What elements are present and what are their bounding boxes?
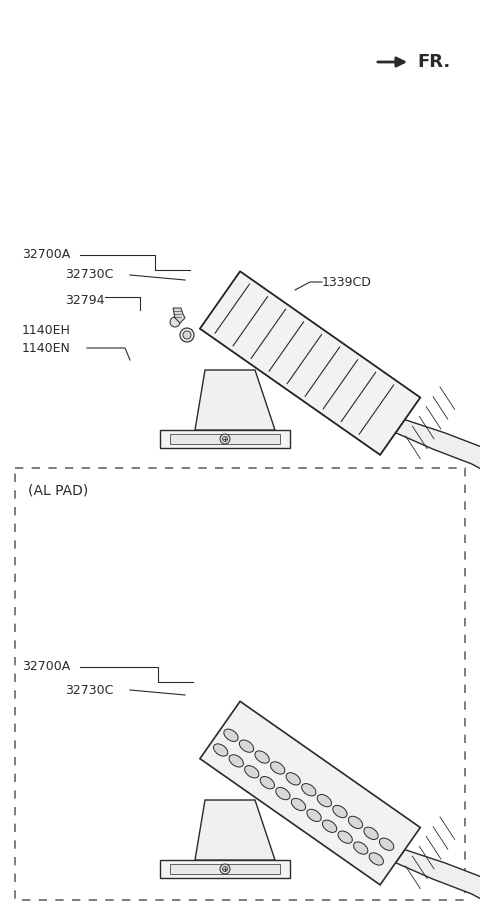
Ellipse shape xyxy=(307,809,321,822)
Ellipse shape xyxy=(224,729,238,741)
Text: 32700A: 32700A xyxy=(22,249,70,261)
Circle shape xyxy=(183,331,191,339)
Polygon shape xyxy=(195,370,275,430)
Ellipse shape xyxy=(333,805,347,818)
Polygon shape xyxy=(160,430,290,448)
Circle shape xyxy=(180,328,194,342)
Polygon shape xyxy=(200,701,420,885)
Bar xyxy=(15,468,465,900)
Text: 1140EN: 1140EN xyxy=(22,342,71,355)
Circle shape xyxy=(220,434,230,444)
Ellipse shape xyxy=(323,820,337,833)
Ellipse shape xyxy=(271,761,285,774)
Circle shape xyxy=(220,864,230,874)
Ellipse shape xyxy=(229,755,243,767)
Text: 1140EH: 1140EH xyxy=(22,324,71,336)
Polygon shape xyxy=(195,800,275,860)
Ellipse shape xyxy=(338,831,352,844)
Ellipse shape xyxy=(380,838,394,850)
Polygon shape xyxy=(396,850,480,913)
Ellipse shape xyxy=(276,788,290,800)
Ellipse shape xyxy=(240,740,254,752)
Ellipse shape xyxy=(364,827,378,839)
Text: 32700A: 32700A xyxy=(22,661,70,674)
Text: 32730C: 32730C xyxy=(65,269,113,282)
Text: FR.: FR. xyxy=(417,53,450,71)
Ellipse shape xyxy=(348,816,363,829)
Ellipse shape xyxy=(214,744,228,756)
Polygon shape xyxy=(396,420,480,483)
Circle shape xyxy=(170,317,180,327)
Text: (AL PAD): (AL PAD) xyxy=(28,483,88,497)
Text: 1339CD: 1339CD xyxy=(322,275,372,289)
Polygon shape xyxy=(200,271,420,455)
Text: 32730C: 32730C xyxy=(65,684,113,696)
Ellipse shape xyxy=(260,777,275,789)
Ellipse shape xyxy=(354,842,368,855)
Ellipse shape xyxy=(255,751,269,763)
Ellipse shape xyxy=(286,772,300,785)
Ellipse shape xyxy=(317,794,332,807)
Polygon shape xyxy=(170,434,280,444)
Polygon shape xyxy=(160,860,290,878)
Ellipse shape xyxy=(369,853,384,866)
Ellipse shape xyxy=(301,783,316,796)
Polygon shape xyxy=(173,308,185,323)
Text: 32794: 32794 xyxy=(65,293,105,306)
Circle shape xyxy=(223,866,228,872)
Ellipse shape xyxy=(245,766,259,778)
Ellipse shape xyxy=(291,798,306,811)
Circle shape xyxy=(223,437,228,441)
Polygon shape xyxy=(170,864,280,874)
